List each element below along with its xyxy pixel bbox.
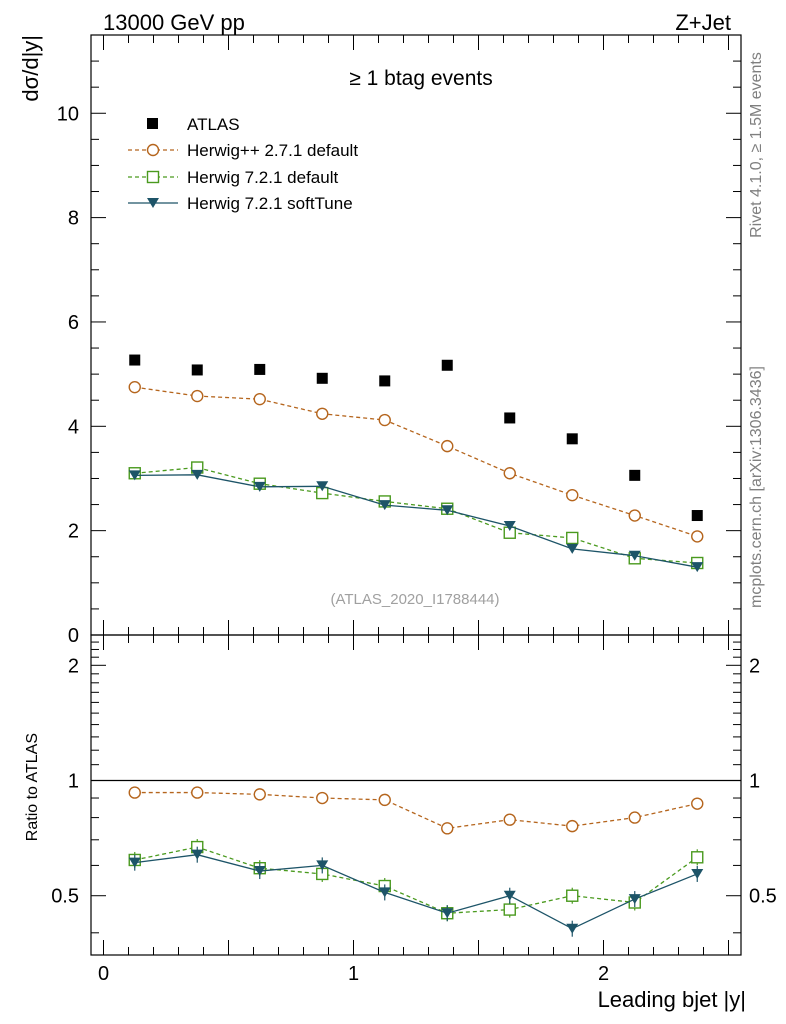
series-point-ratio-herwig7-softtune bbox=[378, 887, 391, 898]
atlas-data-point bbox=[191, 364, 203, 376]
series-point-main-herwigpp-2-7-1 bbox=[566, 488, 579, 502]
series-point-ratio-herwigpp-2-7-1 bbox=[191, 786, 204, 799]
series-point-ratio-herwig7-softtune bbox=[503, 890, 516, 901]
y-tick-label-main: 8 bbox=[68, 208, 79, 230]
series-line-main-herwigpp-2-7-1 bbox=[134, 386, 698, 538]
series-point-main-herwig7-softtune bbox=[253, 481, 266, 492]
series-point-ratio-herwig7-default bbox=[566, 889, 579, 902]
series-point-ratio-herwig7-softtune bbox=[628, 894, 641, 905]
series-point-main-herwigpp-2-7-1 bbox=[503, 467, 516, 480]
atlas-data-point bbox=[379, 375, 391, 387]
x-axis-label: Leading bjet |y| bbox=[598, 987, 746, 1012]
atlas-data-point bbox=[504, 412, 516, 424]
y-tick-label-main: 0 bbox=[68, 625, 79, 647]
atlas-data-point bbox=[129, 354, 141, 366]
rivet-version-label: Rivet 4.1.0, ≥ 1.5M events bbox=[748, 52, 765, 238]
legend-marker-herwig7-default bbox=[146, 170, 160, 184]
ratio-panel-frame bbox=[90, 634, 742, 956]
series-line-ratio-herwig7-default bbox=[134, 846, 698, 914]
legend: ATLAS Herwig++ 2.7.1 default Herwig 7.2.… bbox=[128, 115, 358, 213]
series-point-main-herwig7-softtune bbox=[441, 505, 454, 516]
atlas-data-point bbox=[629, 469, 641, 481]
series-point-main-herwigpp-2-7-1 bbox=[691, 530, 704, 543]
analysis-id-label: (ATLAS_2020_I1788444) bbox=[330, 591, 499, 608]
legend-label-herwigpp: Herwig++ 2.7.1 default bbox=[187, 141, 358, 160]
atlas-data-point bbox=[566, 433, 578, 445]
series-point-main-herwigpp-2-7-1 bbox=[316, 407, 329, 420]
series-point-ratio-herwig7-softtune bbox=[566, 923, 579, 934]
x-tick-label: 1 bbox=[348, 963, 359, 985]
legend-marker-atlas bbox=[147, 118, 158, 129]
y-tick-label-ratio-right: 0.5 bbox=[749, 886, 777, 908]
series-point-ratio-herwigpp-2-7-1 bbox=[503, 813, 516, 826]
series-point-ratio-herwigpp-2-7-1 bbox=[628, 811, 641, 824]
series-point-main-herwigpp-2-7-1 bbox=[191, 389, 204, 403]
mcplots-label: mcplots.cern.ch [arXiv:1306.3436] bbox=[748, 366, 765, 608]
series-point-ratio-herwig7-softtune bbox=[191, 849, 204, 860]
series-point-main-herwig7-softtune bbox=[191, 469, 204, 480]
data-marks bbox=[91, 354, 741, 937]
series-point-main-herwigpp-2-7-1 bbox=[253, 392, 266, 406]
series-point-ratio-herwigpp-2-7-1 bbox=[691, 797, 704, 810]
y-axis-label-ratio: Ratio to ATLAS bbox=[24, 733, 41, 841]
series-point-ratio-herwig7-default bbox=[691, 851, 704, 864]
series-point-main-herwig7-softtune bbox=[316, 481, 329, 492]
legend-label-herwig7-softtune: Herwig 7.2.1 softTune bbox=[187, 194, 353, 213]
y-axis-label-main: dσ/d|y| bbox=[18, 35, 43, 102]
series-line-ratio-herwig7-softtune bbox=[134, 854, 698, 930]
legend-label-atlas: ATLAS bbox=[187, 115, 240, 134]
y-tick-label-main: 6 bbox=[68, 312, 79, 334]
legend-marker-herwig7-softtune bbox=[147, 198, 159, 208]
x-tick-label: 0 bbox=[98, 963, 109, 985]
axis-ticks bbox=[91, 35, 741, 955]
series-point-ratio-herwig7-default bbox=[503, 903, 516, 916]
y-tick-label-main: 10 bbox=[57, 103, 79, 125]
series-point-ratio-herwigpp-2-7-1 bbox=[253, 788, 266, 801]
y-tick-label-ratio-right: 1 bbox=[749, 771, 760, 793]
series-point-main-herwig7-softtune bbox=[566, 543, 579, 554]
atlas-data-point bbox=[254, 363, 266, 375]
y-tick-label-ratio-left: 0.5 bbox=[51, 886, 79, 908]
series-line-ratio-herwigpp-2-7-1 bbox=[134, 791, 698, 829]
process-label: Z+Jet bbox=[675, 10, 731, 35]
series-point-ratio-herwigpp-2-7-1 bbox=[441, 822, 454, 835]
legend-marker-herwigpp bbox=[146, 143, 160, 157]
atlas-data-point bbox=[441, 359, 453, 371]
series-point-main-herwigpp-2-7-1 bbox=[628, 509, 641, 522]
series-point-ratio-herwigpp-2-7-1 bbox=[316, 791, 329, 805]
series-point-ratio-herwigpp-2-7-1 bbox=[128, 786, 141, 799]
y-tick-label-main: 4 bbox=[68, 416, 79, 438]
series-point-main-herwigpp-2-7-1 bbox=[128, 380, 141, 394]
series-point-main-herwig7-softtune bbox=[691, 562, 704, 573]
legend-label-herwig7-default: Herwig 7.2.1 default bbox=[187, 168, 338, 187]
series-point-ratio-herwig7-softtune bbox=[128, 857, 141, 868]
energy-label: 13000 GeV pp bbox=[103, 10, 245, 35]
series-point-main-herwig7-softtune bbox=[378, 500, 391, 511]
series-point-main-herwig7-softtune bbox=[503, 520, 516, 531]
series-point-main-herwigpp-2-7-1 bbox=[378, 413, 391, 427]
x-tick-label: 2 bbox=[598, 963, 609, 985]
y-tick-label-ratio-left: 1 bbox=[68, 771, 79, 793]
y-tick-label-ratio-right: 2 bbox=[749, 655, 760, 677]
series-point-ratio-herwigpp-2-7-1 bbox=[566, 819, 579, 833]
y-tick-label-ratio-left: 2 bbox=[68, 655, 79, 677]
series-point-ratio-herwig7-softtune bbox=[253, 866, 266, 877]
series-line-main-herwig7-softtune bbox=[134, 474, 698, 568]
series-point-main-herwig7-softtune bbox=[128, 470, 141, 481]
series-point-ratio-herwig7-softtune bbox=[316, 860, 329, 871]
series-point-main-herwigpp-2-7-1 bbox=[441, 439, 454, 453]
selection-label: ≥ 1 btag events bbox=[349, 67, 492, 90]
atlas-data-point bbox=[316, 372, 328, 384]
series-point-main-herwig7-default bbox=[566, 531, 579, 545]
series-point-ratio-herwig7-softtune bbox=[441, 908, 454, 919]
series-point-main-herwig7-softtune bbox=[628, 550, 641, 561]
y-tick-label-main: 2 bbox=[68, 521, 79, 543]
atlas-data-point bbox=[691, 510, 703, 522]
series-line-main-herwig7-default bbox=[134, 466, 698, 564]
series-point-ratio-herwigpp-2-7-1 bbox=[378, 793, 391, 807]
series-point-ratio-herwig7-softtune bbox=[691, 868, 704, 879]
axis-tick-labels: 0 1 2 0 2 4 6 8 10 0.5 0.5 1 1 2 2 bbox=[51, 103, 777, 985]
